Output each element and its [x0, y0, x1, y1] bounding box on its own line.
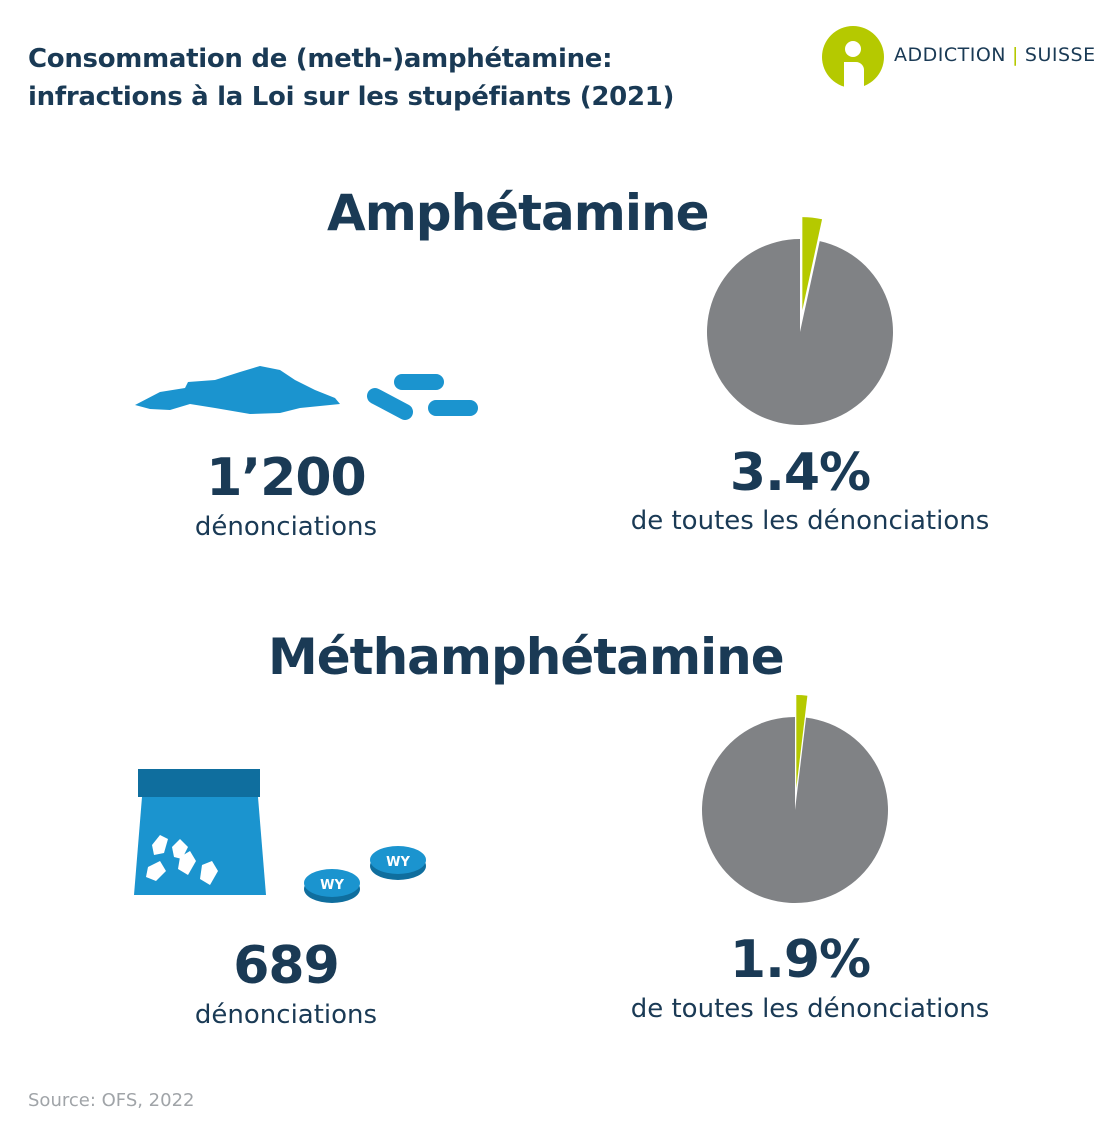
logo-word-suisse: SUISSE — [1024, 44, 1096, 66]
pill-2-mark: WY — [386, 855, 410, 870]
logo-wordmark: ADDICTION | SUISSE — [894, 44, 1096, 66]
bag-top — [138, 769, 260, 797]
pill-1-mark: WY — [320, 878, 344, 893]
heading-methamphetamine: Méthamphétamine — [268, 628, 785, 686]
bag-body — [134, 797, 266, 895]
crystal-1 — [152, 835, 168, 855]
logo-person-icon — [822, 26, 884, 88]
percent-amphetamine: 3.4% — [729, 443, 871, 503]
powder-pile — [135, 366, 340, 414]
crystal-3 — [178, 851, 196, 875]
title-line-2: infractions à la Loi sur les stupéfiants… — [28, 82, 675, 112]
crystal-4 — [146, 861, 166, 881]
percent-label-methamphetamine: de toutes les dénonciations — [630, 994, 990, 1024]
source-note: Source: OFS, 2022 — [28, 1090, 195, 1111]
crystal-5 — [200, 861, 218, 885]
percent-methamphetamine: 1.9% — [729, 930, 871, 990]
count-amphetamine: 1’200 — [206, 448, 366, 508]
chart-title: Consommation de (meth-)amphétamine: infr… — [28, 40, 674, 116]
pie-slice-rest — [702, 717, 888, 903]
capsule-3 — [428, 400, 478, 416]
logo-word-addiction: ADDICTION — [894, 44, 1007, 66]
pie-slice-highlight — [802, 217, 823, 311]
pill-2: WY — [370, 846, 426, 880]
capsule-2 — [366, 388, 414, 420]
count-methamphetamine: 689 — [233, 936, 340, 996]
methamphetamine-bag-pills-illustration: WY WY — [134, 769, 426, 903]
crystal-2 — [172, 839, 188, 859]
pie-chart-amphetamine — [707, 217, 893, 425]
pie-slice-highlight — [796, 695, 808, 789]
pie-chart-methamphetamine — [702, 695, 888, 903]
heading-amphetamine: Amphétamine — [327, 184, 709, 242]
pill-1: WY — [304, 869, 360, 903]
pie-slice-rest — [707, 239, 893, 425]
count-label-methamphetamine: dénonciations — [194, 1000, 378, 1030]
amphetamine-powder-pills-illustration — [135, 366, 478, 420]
capsule-1 — [394, 374, 444, 390]
count-label-amphetamine: dénonciations — [194, 512, 378, 542]
percent-label-amphetamine: de toutes les dénonciations — [630, 506, 990, 536]
addiction-suisse-logo: ADDICTION | SUISSE — [822, 26, 1095, 88]
title-line-1: Consommation de (meth-)amphétamine: — [28, 44, 613, 74]
